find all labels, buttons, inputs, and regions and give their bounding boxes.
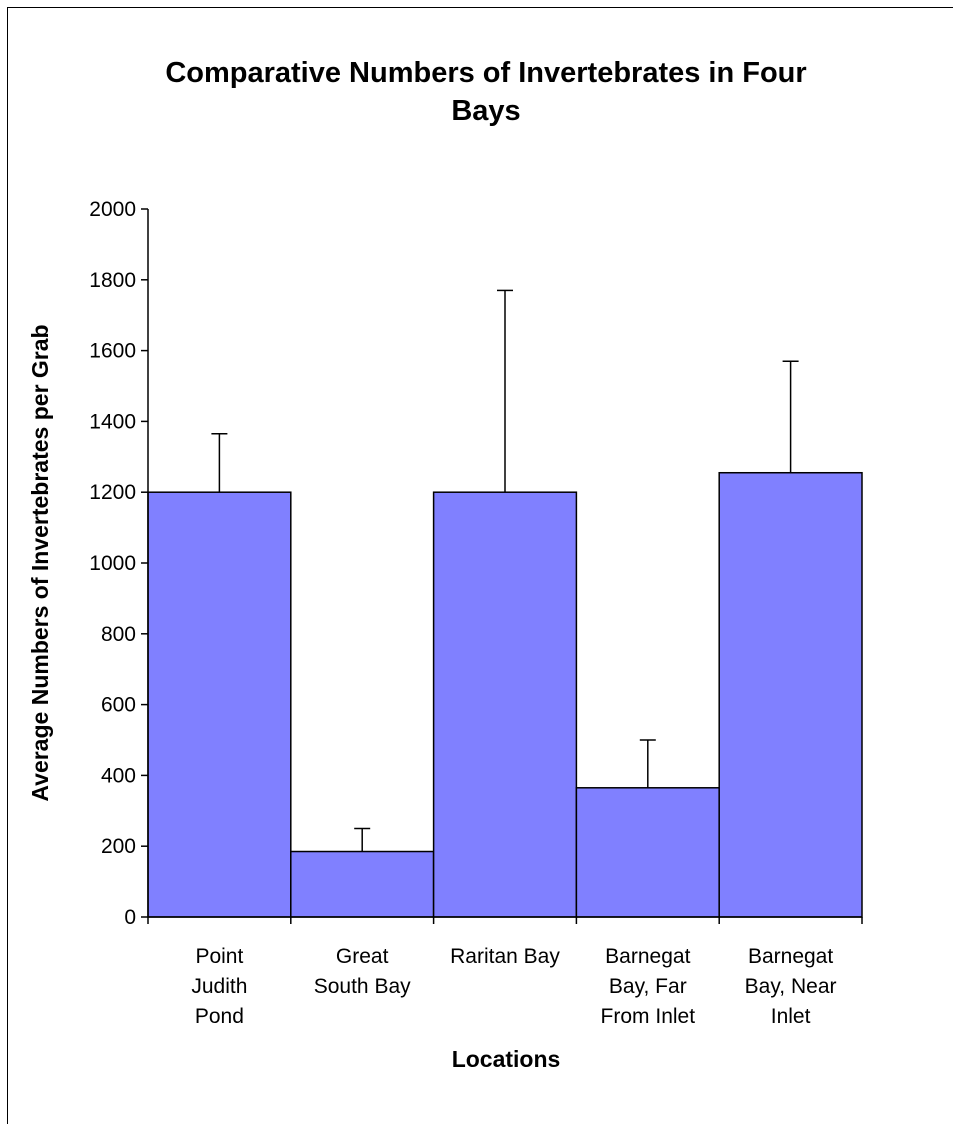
- x-tick-label: Raritan Bay: [450, 945, 560, 968]
- x-tick-label-line: Inlet: [771, 1005, 811, 1028]
- bars: [147, 471, 863, 918]
- x-tick-label-line: Raritan Bay: [450, 945, 560, 968]
- chart-title: Comparative Numbers of Invertebrates in …: [165, 57, 806, 127]
- error-bars: [211, 289, 799, 852]
- x-tick-label-line: South Bay: [314, 975, 411, 998]
- y-tick-label: 400: [101, 764, 136, 787]
- y-tick-label: 0: [124, 906, 136, 929]
- error-bar: [782, 360, 799, 473]
- y-tick-label: 600: [101, 694, 136, 717]
- y-tick-label: 1600: [89, 340, 136, 363]
- x-tick-label: Point Judith Pond: [191, 945, 247, 1028]
- bar: [290, 850, 435, 918]
- error-bar: [497, 289, 513, 493]
- x-tick-label: Barnegat Bay, Far From Inlet: [601, 945, 696, 1028]
- x-tick-label-line: Pond: [195, 1005, 244, 1028]
- bar: [147, 491, 292, 918]
- y-tick-label: 1400: [89, 410, 136, 433]
- y-tick-label: 200: [101, 835, 136, 858]
- x-tick-label-line: Barnegat: [605, 945, 690, 968]
- chart-title-line: Bays: [451, 95, 520, 127]
- error-bar: [211, 433, 228, 493]
- x-tick-label: Barnegat Bay, Near Inlet: [745, 945, 837, 1028]
- y-tick-label: 1800: [89, 269, 136, 292]
- x-tick-label-line: Great: [336, 945, 389, 968]
- x-tick-label: Great South Bay: [314, 945, 411, 998]
- x-tick-label-line: Bay, Near: [745, 975, 837, 998]
- error-bar: [354, 827, 371, 852]
- y-tick-label: 800: [101, 623, 136, 646]
- chart-title-line: Comparative Numbers of Invertebrates in …: [165, 57, 806, 89]
- chart-frame: [7, 7, 953, 1124]
- error-bar: [639, 739, 656, 788]
- y-axis-label: Average Numbers of Invertebrates per Gra…: [27, 324, 53, 801]
- y-tick-labels: 0 200 400 600 800 1000 1200 1400 1600 1800 2000: [89, 198, 136, 929]
- y-tick-label: 1200: [89, 481, 136, 504]
- x-axis-label: Locations: [452, 1046, 561, 1072]
- y-tick-label: 1000: [89, 552, 136, 575]
- bar: [432, 491, 578, 918]
- x-tick-labels: Point Judith Pond Great South Bay Raritan Bay…: [191, 945, 836, 1028]
- x-tick-label-line: Barnegat: [748, 945, 833, 968]
- bar: [718, 471, 863, 918]
- x-tick-label-line: From Inlet: [601, 1005, 696, 1028]
- x-tick-label-line: Judith: [191, 975, 247, 998]
- y-tick-label: 2000: [89, 198, 136, 221]
- bar: [575, 787, 720, 918]
- x-tick-label-line: Point: [195, 945, 243, 968]
- x-tick-label-line: Bay, Far: [609, 975, 687, 998]
- axes: [141, 208, 863, 924]
